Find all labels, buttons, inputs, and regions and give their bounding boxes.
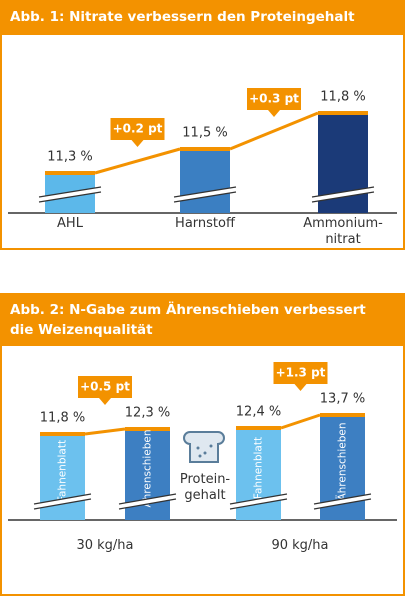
bar-cap xyxy=(318,111,368,115)
axis-break xyxy=(118,493,177,505)
value-label: 11,8 % xyxy=(40,411,85,426)
bar-cap xyxy=(180,147,230,151)
annotation: +0.5 pt xyxy=(80,380,130,394)
panel-header xyxy=(1,1,404,35)
legend-label: Fahnenblatt xyxy=(253,437,265,499)
connector xyxy=(94,147,181,175)
annotation: +1.3 pt xyxy=(276,366,326,380)
annotation-box xyxy=(247,88,301,117)
axis-break xyxy=(33,493,92,505)
x-tick-label: AHL xyxy=(57,216,83,231)
bar-cap xyxy=(125,427,170,431)
axis-break xyxy=(312,187,374,202)
bar-cap xyxy=(320,413,365,417)
x-tick-label: Harnstoff xyxy=(175,216,235,231)
axis-break xyxy=(118,498,177,510)
chart-title: Abb. 1: Nitrate verbessern den Proteinge… xyxy=(10,9,355,25)
axis-break xyxy=(174,187,236,202)
value-label: 12,4 % xyxy=(236,405,281,420)
note: Protein-gehalt xyxy=(179,472,231,503)
value-label: 13,7 % xyxy=(320,392,365,407)
legend-label: Ährenschieben xyxy=(141,429,154,507)
axis-break xyxy=(173,191,237,203)
value-label: 11,5 % xyxy=(182,126,227,141)
axis-break xyxy=(119,494,176,509)
axis-break xyxy=(38,191,102,203)
axis-break xyxy=(311,186,375,198)
annotation-box xyxy=(110,118,165,147)
bread-icon xyxy=(183,431,225,463)
connector xyxy=(229,111,319,151)
axis-break xyxy=(33,498,92,510)
axis-break xyxy=(313,493,372,505)
value-label: 11,3 % xyxy=(47,150,92,165)
axis-break xyxy=(314,494,371,509)
bar-cap xyxy=(45,171,95,175)
axis-break xyxy=(34,494,91,509)
x-tick-label: Ammonium-nitrat xyxy=(303,216,383,247)
bar-cap xyxy=(236,426,281,430)
connector xyxy=(280,413,321,430)
chart-title: Abb. 2: N-Gabe zum Ährenschieben verbess… xyxy=(10,302,366,338)
annotation: +0.2 pt xyxy=(113,122,163,136)
annotation: +0.3 pt xyxy=(249,92,299,106)
legend-label: Ährenschieben xyxy=(336,422,349,500)
annotation-box xyxy=(273,362,328,391)
panel-header xyxy=(1,294,404,346)
x-tick-label: 30 kg/ha xyxy=(76,538,134,553)
bar xyxy=(180,147,230,213)
value-label: 12,3 % xyxy=(125,406,170,421)
axis-break xyxy=(38,186,102,198)
annotation-box xyxy=(78,376,132,405)
axis-break xyxy=(39,187,101,202)
bar-cap xyxy=(40,432,85,436)
axis-break xyxy=(230,494,287,509)
axis-break xyxy=(173,186,237,198)
value-label: 11,8 % xyxy=(320,90,365,105)
x-tick-label: 90 kg/ha xyxy=(271,538,329,553)
axis-break xyxy=(229,493,288,505)
axis-break xyxy=(311,191,375,203)
connector xyxy=(84,427,126,436)
legend-label: Fahnenblatt xyxy=(57,440,69,502)
axis-break xyxy=(229,498,288,510)
axis-break xyxy=(313,498,372,510)
